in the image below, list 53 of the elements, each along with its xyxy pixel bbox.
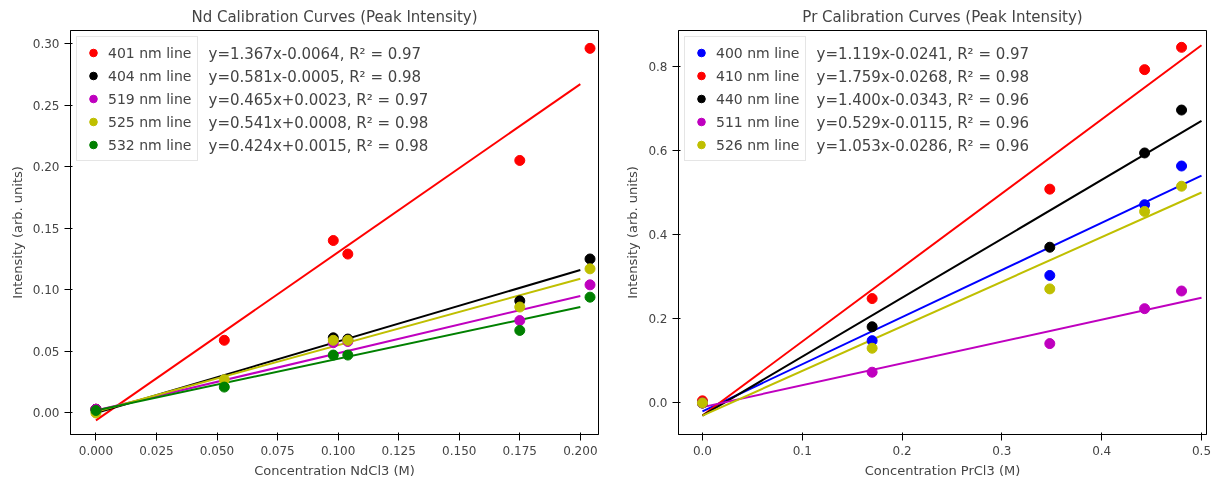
y-tick-label: 0.2	[648, 312, 668, 327]
annotation: y=1.119x-0.0241, R² = 0.97	[816, 44, 1030, 63]
x-tick-label: 0.2	[892, 443, 912, 458]
x-tick-label: 0.100	[320, 443, 356, 458]
annotation: y=0.541x+0.0008, R² = 0.98	[208, 113, 429, 132]
legend-label: 526 nm line	[716, 135, 800, 154]
legend-label: 400 nm line	[716, 43, 800, 62]
x-axis-title: Concentration PrCl3 (M)	[864, 462, 1021, 478]
legend-label: 525 nm line	[108, 112, 192, 131]
y-tick-label: 0.00	[32, 406, 60, 421]
y-tick-label: 0.10	[32, 283, 60, 298]
x-tick-label: 0.050	[199, 443, 235, 458]
annotation: y=1.759x-0.0268, R² = 0.98	[816, 67, 1030, 86]
legend-label: 410 nm line	[716, 66, 800, 85]
y-axis-title: Intensity (arb. units)	[625, 166, 641, 299]
y-tick-label: 0.05	[32, 344, 60, 359]
legend-label: 511 nm line	[716, 112, 800, 131]
x-tick-label: 0.000	[78, 443, 114, 458]
legend-label: 401 nm line	[108, 43, 192, 62]
y-tick-label: 0.0	[648, 396, 668, 411]
chart-title: Nd Calibration Curves (Peak Intensity)	[191, 7, 478, 26]
x-tick-label: 0.1	[792, 443, 812, 458]
annotation: y=0.424x+0.0015, R² = 0.98	[208, 136, 429, 155]
legend-label: 519 nm line	[108, 89, 192, 108]
annotation: y=0.581x-0.0005, R² = 0.98	[208, 67, 422, 86]
x-tick-label: 0.025	[139, 443, 174, 458]
x-tick-label: 0.0	[692, 443, 713, 458]
x-tick-label: 0.5	[1191, 443, 1212, 458]
y-tick-label: 0.8	[648, 59, 668, 74]
x-tick-label: 0.4	[1092, 443, 1112, 458]
y-tick-label: 0.25	[32, 98, 60, 113]
annotation: y=1.400x-0.0343, R² = 0.96	[816, 90, 1030, 109]
legend-label: 440 nm line	[716, 89, 800, 108]
y-tick-label: 0.20	[32, 160, 60, 175]
x-tick-label: 0.3	[992, 443, 1012, 458]
legend-label: 404 nm line	[108, 66, 192, 85]
annotation: y=0.465x+0.0023, R² = 0.97	[208, 90, 429, 109]
y-tick-label: 0.15	[32, 221, 60, 236]
y-tick-label: 0.30	[32, 36, 60, 51]
chart-title: Pr Calibration Curves (Peak Intensity)	[802, 7, 1083, 26]
annotation: y=1.053x-0.0286, R² = 0.96	[816, 136, 1030, 155]
y-axis-title: Intensity (arb. units)	[9, 166, 25, 299]
annotation: y=1.367x-0.0064, R² = 0.97	[208, 44, 422, 63]
annotation: y=0.529x-0.0115, R² = 0.96	[816, 113, 1030, 132]
y-tick-label: 0.4	[648, 228, 668, 243]
x-axis-title: Concentration NdCl3 (M)	[254, 462, 415, 478]
x-tick-label: 0.200	[563, 443, 598, 458]
legend-label: 532 nm line	[108, 135, 192, 154]
x-tick-label: 0.125	[381, 443, 416, 458]
x-tick-label: 0.075	[260, 443, 295, 458]
y-tick-label: 0.6	[648, 143, 668, 158]
x-tick-label: 0.175	[502, 443, 537, 458]
x-tick-label: 0.150	[442, 443, 477, 458]
